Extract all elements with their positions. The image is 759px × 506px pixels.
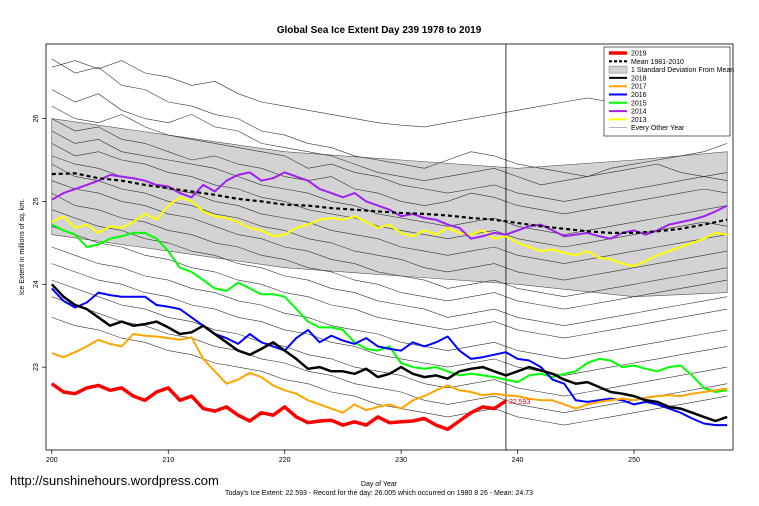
series-line-2018 [50, 283, 728, 423]
other-year-line [51, 192, 728, 310]
x-tick-label: 230 [395, 457, 407, 464]
other-year-line [51, 163, 728, 281]
other-year-line [51, 130, 728, 235]
legend-label: 2019 [631, 51, 647, 58]
legend-swatch [608, 65, 628, 74]
other-year-line [51, 246, 728, 360]
credit-url: http://sunshinehours.wordpress.com [10, 473, 219, 488]
legend-label: 2018 [631, 75, 647, 82]
series-line-2015 [51, 223, 728, 393]
y-tick-label: 23 [33, 363, 40, 371]
x-tick-label: 250 [628, 457, 640, 464]
legend-label: 1 Standard Deviation From Mean [631, 67, 734, 74]
y-axis-label: Ice Extent in millions of sq. km. [19, 199, 26, 295]
x-axis-label: Day of Year [361, 481, 398, 488]
series-line-mean-1981-2010 [51, 172, 728, 234]
chart-title: Global Sea Ice Extent Day 239 1978 to 20… [277, 25, 482, 36]
legend-label: 2014 [631, 109, 647, 116]
other-year-line [51, 143, 728, 248]
series-line-2013 [51, 196, 728, 268]
other-year-line [51, 58, 728, 177]
legend-label: Every Other Year [631, 125, 685, 132]
other-year-line [51, 118, 728, 215]
other-year-line [51, 105, 728, 202]
x-tick-label: 210 [162, 457, 174, 464]
legend-label: 2017 [631, 84, 647, 91]
other-year-line [51, 180, 728, 298]
series-line-2014 [51, 171, 728, 240]
legend-label: 2016 [631, 92, 647, 99]
x-tick-label: 220 [279, 457, 291, 464]
axes: 200 210 220 230 240 250 23 24 25 26 [33, 43, 734, 464]
series-line-2017 [51, 333, 728, 414]
other-year-line [51, 263, 728, 376]
y-tick-label: 25 [33, 197, 40, 205]
y-tick-label: 24 [33, 280, 40, 288]
x-tick-label: 200 [46, 457, 58, 464]
y-tick-label: 26 [33, 115, 40, 123]
legend-label: 2013 [631, 117, 647, 124]
legend-label: Mean 1981-2010 [631, 59, 684, 66]
series-line-2019 [50, 382, 507, 432]
other-year-line [51, 89, 728, 186]
footer-stats: Today's Ice Extent: 22.593 - Record for … [225, 490, 533, 497]
other-year-line [51, 296, 728, 414]
other-year-line [51, 317, 728, 426]
x-tick-label: 240 [512, 457, 524, 464]
other-year-line [51, 209, 728, 327]
other-year-line [51, 226, 728, 339]
legend-label: 2015 [631, 100, 647, 107]
plot-frame [45, 43, 734, 451]
current-value-label: 22.593 [509, 399, 531, 406]
